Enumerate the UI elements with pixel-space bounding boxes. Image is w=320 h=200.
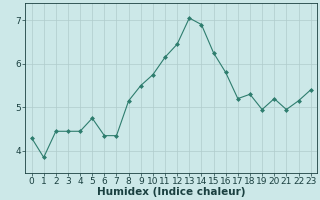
X-axis label: Humidex (Indice chaleur): Humidex (Indice chaleur) bbox=[97, 187, 245, 197]
